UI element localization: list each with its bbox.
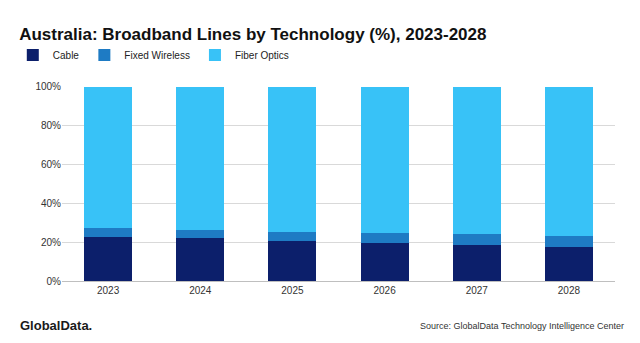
svg-text:2026: 2026	[373, 285, 396, 296]
svg-text:0%: 0%	[47, 276, 62, 287]
svg-text:20%: 20%	[41, 237, 61, 248]
svg-text:2024: 2024	[189, 285, 212, 296]
svg-text:80%: 80%	[41, 120, 61, 131]
svg-text:2028: 2028	[558, 285, 581, 296]
svg-text:Fiber Optics: Fiber Optics	[235, 50, 289, 61]
svg-text:Cable: Cable	[53, 50, 80, 61]
svg-text:Australia: Broadband Lines by: Australia: Broadband Lines by Technology…	[19, 25, 486, 44]
svg-text:Source: GlobalData Technology: Source: GlobalData Technology Intelligen…	[420, 321, 624, 331]
svg-text:100%: 100%	[35, 81, 61, 92]
svg-text:2023: 2023	[97, 285, 120, 296]
svg-text:2027: 2027	[466, 285, 489, 296]
svg-text:Fixed Wireless: Fixed Wireless	[124, 50, 190, 61]
svg-text:GlobalData.: GlobalData.	[20, 318, 92, 333]
svg-text:60%: 60%	[41, 159, 61, 170]
svg-text:2025: 2025	[281, 285, 304, 296]
svg-text:40%: 40%	[41, 198, 61, 209]
